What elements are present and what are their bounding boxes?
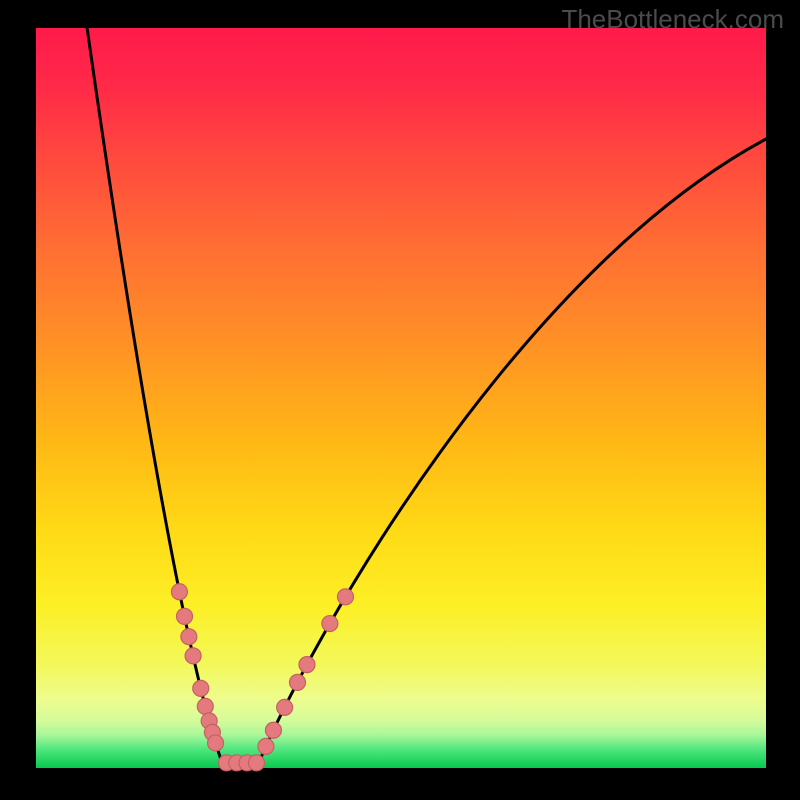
data-marker	[208, 735, 224, 751]
data-marker	[289, 674, 305, 690]
data-marker	[265, 722, 281, 738]
data-marker	[171, 584, 187, 600]
data-marker	[258, 738, 274, 754]
gradient-background	[36, 28, 766, 768]
data-marker	[176, 608, 192, 624]
data-marker	[193, 680, 209, 696]
data-marker	[299, 657, 315, 673]
watermark-text: TheBottleneck.com	[561, 4, 784, 35]
data-marker	[185, 648, 201, 664]
data-marker	[197, 698, 213, 714]
chart-svg	[0, 0, 800, 800]
data-marker	[277, 699, 293, 715]
data-marker	[248, 755, 264, 771]
data-marker	[337, 589, 353, 605]
data-marker	[322, 616, 338, 632]
data-marker	[181, 629, 197, 645]
